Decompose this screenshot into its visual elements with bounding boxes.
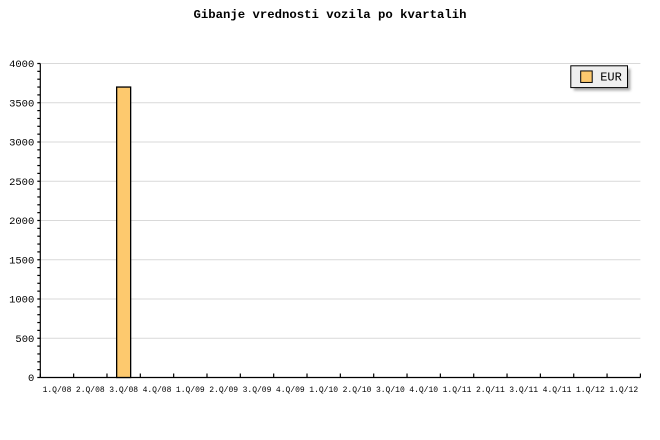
svg-text:2.Q/08: 2.Q/08	[76, 386, 105, 395]
svg-text:1.Q/10: 1.Q/10	[309, 386, 338, 395]
svg-text:2500: 2500	[9, 177, 34, 189]
svg-text:3.Q/10: 3.Q/10	[376, 386, 405, 395]
svg-text:4.Q/09: 4.Q/09	[276, 386, 305, 395]
svg-text:4.Q/08: 4.Q/08	[143, 386, 172, 395]
svg-text:3.Q/09: 3.Q/09	[243, 386, 272, 395]
svg-text:4.Q/10: 4.Q/10	[409, 386, 438, 395]
svg-text:3000: 3000	[9, 138, 34, 150]
svg-text:1.Q/09: 1.Q/09	[176, 386, 205, 395]
svg-text:1.Q/12: 1.Q/12	[576, 386, 605, 395]
svg-text:3.Q/08: 3.Q/08	[109, 386, 138, 395]
svg-text:1000: 1000	[9, 295, 34, 307]
svg-text:0: 0	[28, 373, 34, 385]
svg-text:2000: 2000	[9, 216, 34, 228]
svg-text:1.Q/12: 1.Q/12	[609, 386, 638, 395]
svg-text:2.Q/10: 2.Q/10	[343, 386, 372, 395]
svg-text:2.Q/11: 2.Q/11	[476, 386, 505, 395]
svg-text:3.Q/11: 3.Q/11	[509, 386, 538, 395]
svg-text:2.Q/09: 2.Q/09	[209, 386, 238, 395]
svg-text:1.Q/11: 1.Q/11	[443, 386, 472, 395]
svg-text:1500: 1500	[9, 255, 34, 267]
svg-text:500: 500	[15, 334, 34, 346]
svg-text:EUR: EUR	[600, 71, 622, 85]
svg-text:4000: 4000	[9, 59, 34, 71]
svg-text:1.Q/08: 1.Q/08	[43, 386, 72, 395]
svg-text:4.Q/11: 4.Q/11	[543, 386, 572, 395]
svg-text:3500: 3500	[9, 98, 34, 110]
